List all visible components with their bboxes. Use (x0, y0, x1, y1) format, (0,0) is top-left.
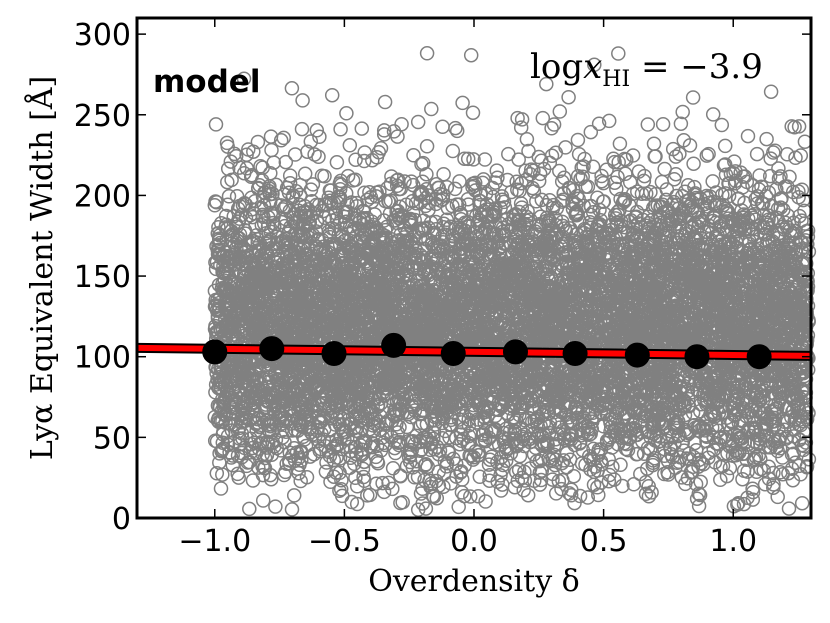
scatter-point (544, 121, 559, 136)
scatter-point (424, 101, 439, 117)
scatter-point (463, 489, 478, 504)
scatter-point (221, 189, 237, 204)
scatter-point (580, 490, 596, 505)
scatter-point (236, 71, 252, 86)
scatter-point (354, 121, 370, 136)
scatter-point (759, 131, 774, 147)
scatter-point (587, 57, 602, 73)
scatter-point (209, 195, 224, 210)
scatter-point (534, 451, 550, 466)
scatter-point (253, 159, 268, 174)
scatter-point (324, 87, 340, 103)
scatter-point (516, 482, 531, 498)
scatter-point (389, 417, 404, 432)
scatter-point (638, 486, 654, 502)
scatter-point (535, 110, 551, 126)
scatter-point (472, 469, 488, 485)
scatter-point (228, 148, 244, 164)
scatter-point (230, 466, 245, 482)
scatter-point (348, 152, 363, 167)
scatter-point (278, 154, 294, 170)
scatter-point (545, 472, 560, 487)
scatter-point (481, 457, 497, 472)
scatter-point (574, 160, 589, 175)
scatter-point (577, 151, 592, 167)
scatter-point (263, 165, 278, 181)
scatter-point (342, 138, 358, 153)
scatter-point (387, 434, 403, 449)
scatter-point (376, 484, 392, 500)
scatter-point (445, 143, 461, 159)
scatter-point (717, 138, 733, 154)
scatter-point (385, 461, 401, 476)
scatter-point (622, 175, 638, 190)
scatter-point (714, 117, 730, 133)
scatter-point (552, 104, 568, 119)
scatter-point (561, 89, 576, 105)
scatter-point (701, 146, 716, 162)
scatter-point (590, 480, 605, 495)
scatter-point (534, 192, 550, 208)
scatter-point (625, 148, 641, 163)
scatter-points (207, 46, 817, 517)
scatter-point (536, 161, 552, 177)
scatter-point (544, 148, 560, 164)
scatter-point (377, 94, 393, 110)
scatter-point (463, 47, 479, 63)
scatter-point (791, 458, 807, 474)
scatter-point (719, 468, 735, 484)
scatter-point (601, 113, 617, 129)
scatter-point (745, 492, 761, 507)
scatter-point (489, 163, 505, 178)
scatter-point (454, 485, 470, 500)
scatter-point (273, 133, 289, 148)
scatter-point (519, 131, 535, 147)
scatter-point (618, 166, 633, 182)
scatter-point (716, 197, 731, 213)
scatter-point (735, 471, 750, 487)
scatter-point (689, 443, 704, 458)
scatter-point (754, 179, 769, 195)
scatter-point (286, 488, 302, 503)
scatter-point (451, 499, 466, 515)
scatter-point (455, 95, 470, 111)
scatter-point (763, 84, 779, 99)
scatter-point (469, 208, 484, 224)
scatter-point (770, 489, 785, 505)
scatter-point (329, 155, 345, 170)
scatter-point (546, 117, 562, 132)
